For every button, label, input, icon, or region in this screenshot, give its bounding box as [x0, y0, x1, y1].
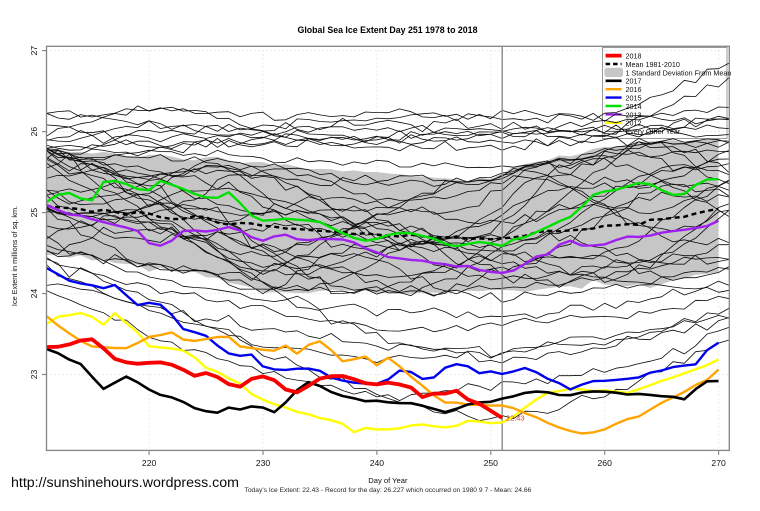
- svg-text:27: 27: [29, 46, 39, 56]
- svg-text:http://sunshinehours.wordpress: http://sunshinehours.wordpress.com: [11, 475, 239, 491]
- svg-text:Ice Extent in millions of sq.: Ice Extent in millions of sq. km.: [10, 206, 19, 306]
- svg-text:Mean 1981-2010: Mean 1981-2010: [626, 60, 680, 69]
- svg-text:240: 240: [370, 458, 385, 468]
- svg-text:260: 260: [598, 458, 613, 468]
- svg-text:Global Sea Ice Extent Day 251: Global Sea Ice Extent Day 251 1978 to 20…: [298, 25, 478, 35]
- svg-text:1 Standard Deviation From Mean: 1 Standard Deviation From Mean: [626, 68, 732, 77]
- svg-text:270: 270: [711, 458, 726, 468]
- svg-text:2016: 2016: [626, 85, 642, 94]
- svg-text:250: 250: [484, 458, 499, 468]
- svg-text:25: 25: [29, 208, 39, 218]
- svg-text:2013: 2013: [626, 110, 642, 119]
- svg-text:23: 23: [29, 370, 39, 380]
- svg-text:2018: 2018: [626, 52, 642, 61]
- svg-text:220: 220: [142, 458, 157, 468]
- svg-text:22.43: 22.43: [506, 414, 525, 423]
- svg-text:Day of Year: Day of Year: [368, 476, 408, 485]
- svg-text:26: 26: [29, 127, 39, 137]
- svg-text:24: 24: [29, 289, 39, 299]
- svg-text:230: 230: [256, 458, 271, 468]
- svg-text:2017: 2017: [626, 77, 642, 86]
- svg-text:2012: 2012: [626, 119, 642, 128]
- svg-text:2015: 2015: [626, 94, 642, 103]
- svg-text:Today's Ice Extent: 22.43 - R: Today's Ice Extent: 22.43 - Record for t…: [245, 487, 532, 494]
